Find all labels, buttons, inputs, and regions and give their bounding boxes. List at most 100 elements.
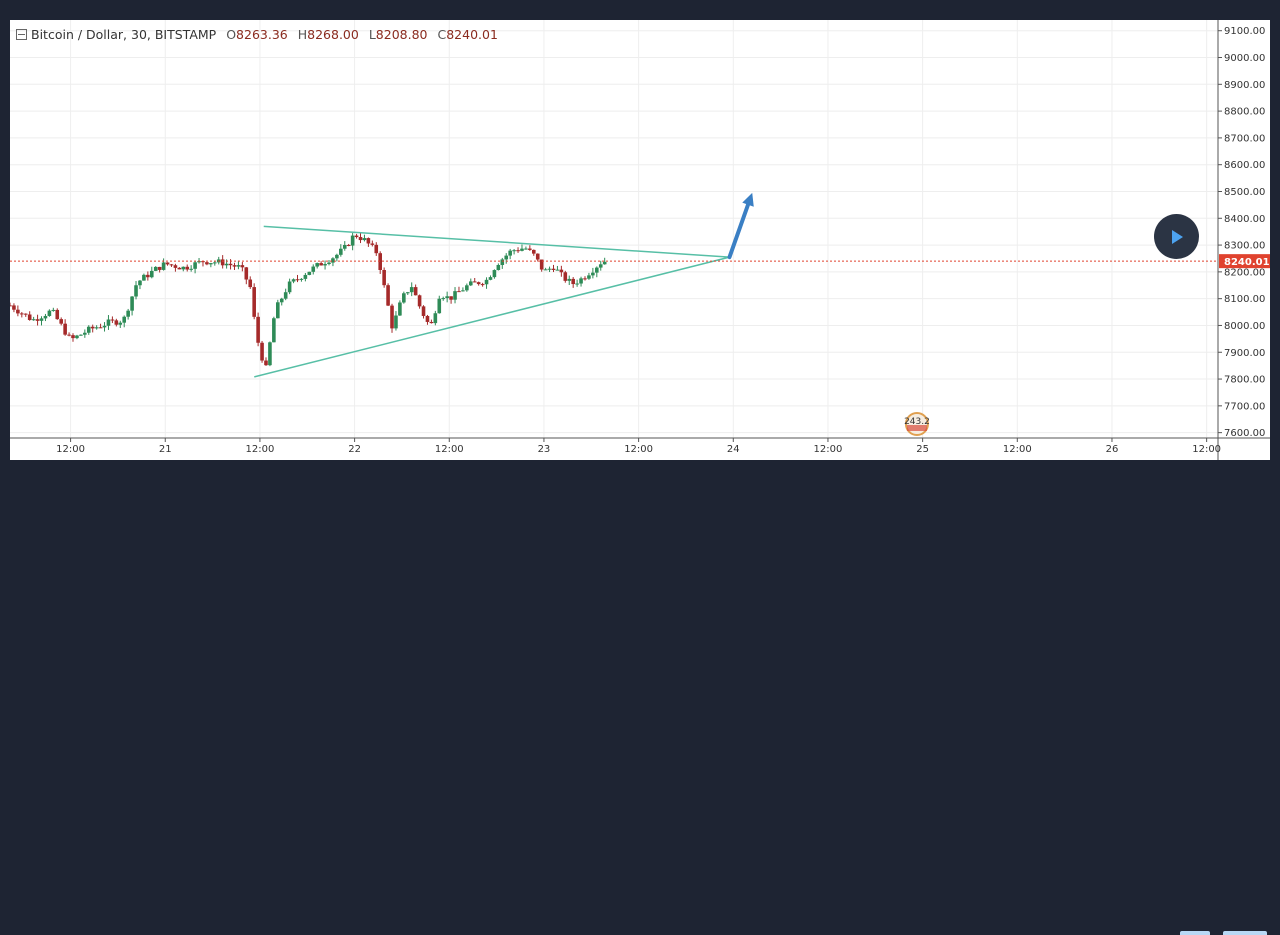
candle-body (260, 342, 264, 361)
candle-body (398, 302, 402, 316)
candle-body (177, 267, 182, 270)
candle-body (157, 266, 162, 270)
candle-body (311, 266, 316, 272)
candle-body (149, 270, 154, 278)
time-tick-label: 12:00 (246, 444, 275, 455)
candle-body (102, 325, 107, 328)
candle-body (386, 285, 390, 306)
time-tick-label: 24 (727, 444, 740, 455)
chart-canvas[interactable]: 9100.00 9000.00 8900.00 8800.00 8700.00 8600.… (10, 20, 1270, 460)
candle-body (264, 360, 268, 366)
price-tick-label: 8700.00 (1224, 133, 1265, 144)
candle-body (122, 316, 127, 323)
price-tick-label: 8000.00 (1224, 321, 1265, 332)
toolbar-button[interactable] (1180, 931, 1210, 935)
price-tick-label: 8500.00 (1224, 187, 1265, 198)
candle-body (295, 279, 300, 281)
play-button[interactable] (1154, 214, 1199, 259)
candle-body (23, 313, 28, 315)
candle-body (512, 250, 516, 252)
last-price-label: 8240.01 (1224, 257, 1270, 268)
triangle-trendline[interactable] (254, 256, 730, 378)
candle-body (138, 280, 142, 286)
candle-body (110, 319, 115, 321)
candle-body (480, 284, 485, 286)
candle-body (528, 248, 532, 250)
candle-body (279, 298, 284, 303)
candle-body (402, 293, 406, 303)
collapse-icon[interactable] (16, 29, 27, 40)
candle-body (520, 248, 524, 251)
price-tick-label: 9100.00 (1224, 26, 1265, 37)
symbol-title[interactable]: Bitcoin / Dollar, 30, BITSTAMP (31, 27, 217, 42)
candle-body (224, 263, 229, 266)
time-tick-label: 22 (348, 444, 361, 455)
triangle-trendline[interactable] (263, 225, 730, 258)
price-tick-label: 7700.00 (1224, 401, 1265, 412)
candle-body (244, 267, 249, 280)
candle-body (579, 278, 583, 284)
candle-body (374, 244, 379, 254)
candle-body (441, 298, 446, 300)
candle-body (555, 269, 560, 271)
time-tick-label: 26 (1106, 444, 1119, 455)
candle-body (59, 319, 63, 324)
price-tick-label: 7800.00 (1224, 375, 1265, 386)
time-tick-label: 12:00 (1003, 444, 1032, 455)
candle-body (492, 270, 497, 278)
candle-body (71, 335, 75, 339)
candle-body (524, 248, 528, 250)
candle-body (437, 298, 442, 314)
high-value: 8268.00 (307, 27, 359, 42)
candle-body (10, 305, 12, 307)
candle-body (283, 292, 288, 299)
price-tick-label: 7900.00 (1224, 348, 1265, 359)
open-label: O (226, 27, 237, 42)
high-label: H (297, 27, 308, 42)
play-icon (1172, 230, 1183, 244)
candle-body (488, 277, 493, 280)
candle-body (362, 238, 367, 241)
candle-body (153, 266, 158, 271)
candle-body (413, 287, 418, 296)
candle-body (307, 271, 312, 275)
candle-body (461, 290, 465, 292)
candle-body (339, 248, 343, 255)
candle-body (256, 316, 260, 343)
candle-body (547, 268, 552, 270)
candle-body (390, 305, 394, 329)
candle-body (602, 261, 607, 265)
candle-body (354, 235, 359, 238)
chart-panel[interactable]: 9100.00 9000.00 8900.00 8800.00 8700.00 8600.… (10, 20, 1270, 460)
candle-body (516, 250, 520, 252)
candle-body (595, 267, 599, 273)
candle-body (315, 263, 319, 267)
candle-body (228, 263, 233, 266)
candle-body (449, 296, 453, 300)
candle-body (142, 274, 146, 281)
candle-body (20, 313, 24, 315)
candle-body (106, 319, 111, 326)
price-tick-label: 8800.00 (1224, 107, 1265, 118)
open-value: 8263.36 (236, 27, 288, 42)
toolbar-button[interactable] (1223, 931, 1267, 935)
candle-body (571, 278, 575, 285)
candle-body (197, 261, 201, 263)
candle-body (299, 278, 304, 280)
candle-body (500, 259, 505, 265)
candle-body (16, 309, 20, 314)
candle-body (181, 266, 186, 270)
candle-body (335, 254, 339, 259)
candle-body (508, 250, 512, 256)
candle-body (12, 305, 16, 310)
breakout-arrow[interactable] (727, 201, 751, 260)
time-tick-label: 12:00 (1192, 444, 1221, 455)
candle-body (276, 302, 280, 319)
price-tick-label: 8100.00 (1224, 294, 1265, 305)
price-tick-label: 9000.00 (1224, 53, 1265, 64)
price-tick-label: 7600.00 (1224, 428, 1265, 439)
candle-body (165, 262, 170, 265)
candle-body (567, 278, 572, 281)
candle-body (90, 326, 95, 329)
candle-body (205, 262, 209, 265)
